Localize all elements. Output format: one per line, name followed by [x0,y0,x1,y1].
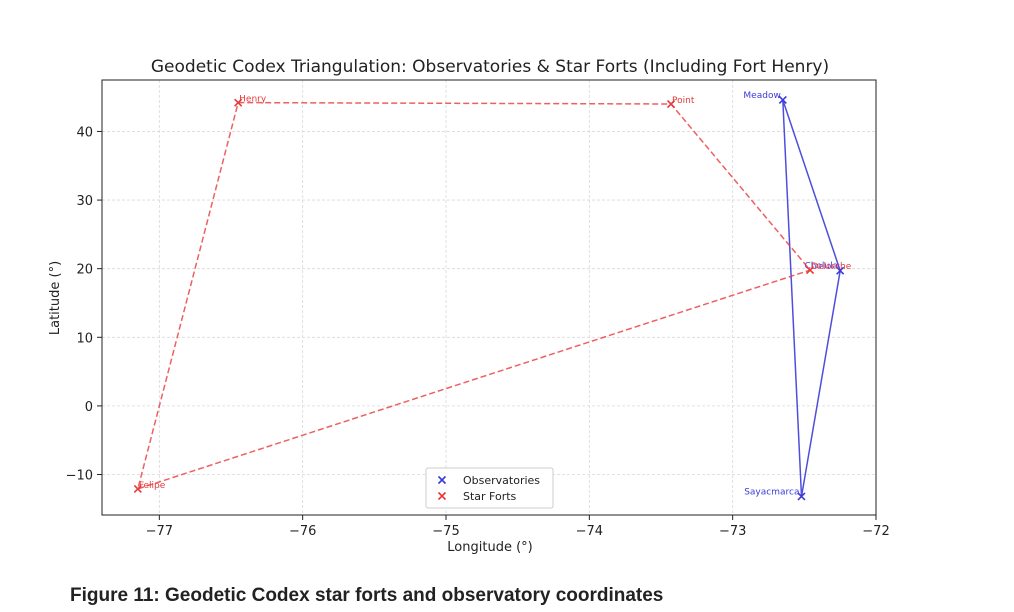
series-layer: Meadow Cholula Sayacmarca Henry Point Delorch… [133,91,852,501]
star-forts-point: Henry [234,95,267,107]
y-axis-label: Latitude (°) [48,261,63,335]
observatories-point-label: Cholula [804,262,838,272]
x-axis-label: Longitude (°) [447,540,532,555]
observatories-marker [836,266,845,275]
x-ticks: −77 −76 −75 −74 −73 −72 [146,515,890,539]
star-forts-point: Felipe [133,481,166,493]
observatories-path [782,99,841,497]
star-forts-point-label: Point [672,96,695,106]
chart: Geodetic Codex Triangulation: Observator… [48,57,890,555]
observatories-point-label: Meadow [743,91,780,101]
y-tick-label: −10 [66,469,93,484]
legend-marker-star-forts [437,491,447,501]
star-forts-marker [806,265,815,275]
x-tick-label: −77 [146,524,173,539]
star-forts-point-label: Henry [239,95,267,105]
observatories-marker [797,492,806,501]
y-tick-label: 0 [85,400,93,415]
star-forts-marker [666,99,676,109]
star-forts-point: Point [666,96,695,109]
x-tick-label: −75 [432,524,459,539]
star-forts-point-label: Felipe [139,481,166,491]
y-tick-label: 40 [76,125,93,140]
star-forts-marker [234,98,243,107]
legend: Observatories Star Forts [425,467,554,509]
x-tick-label: −76 [289,524,316,539]
grid [102,80,877,515]
star-forts-marker [133,484,142,493]
legend-marker-observatories [437,475,447,485]
legend-label-observatories: Observatories [463,474,540,487]
y-ticks: −10 0 10 20 30 40 [66,125,102,484]
observatories-point: Meadow [743,91,787,104]
y-tick-label: 30 [76,194,93,209]
y-tick-label: 20 [76,263,93,278]
x-tick-label: −72 [862,524,889,539]
figure-caption: Figure 11: Geodetic Codex star forts and… [70,585,664,606]
star-forts-point: Delorche [806,262,852,275]
chart-title: Geodetic Codex Triangulation: Observator… [151,57,829,77]
legend-box [425,467,554,509]
observatories-marker [778,95,787,104]
x-tick-label: −73 [719,524,746,539]
star-forts-point-label: Delorche [811,262,852,272]
observatories-point-label: Sayacmarca [744,487,799,497]
x-tick-label: −74 [576,524,603,539]
legend-label-star-forts: Star Forts [463,490,517,503]
y-tick-label: 10 [76,331,93,346]
observatories-point: Sayacmarca [744,487,806,501]
plot-frame [101,79,877,516]
star-forts-path [136,101,812,491]
observatories-point: Cholula [804,262,845,275]
